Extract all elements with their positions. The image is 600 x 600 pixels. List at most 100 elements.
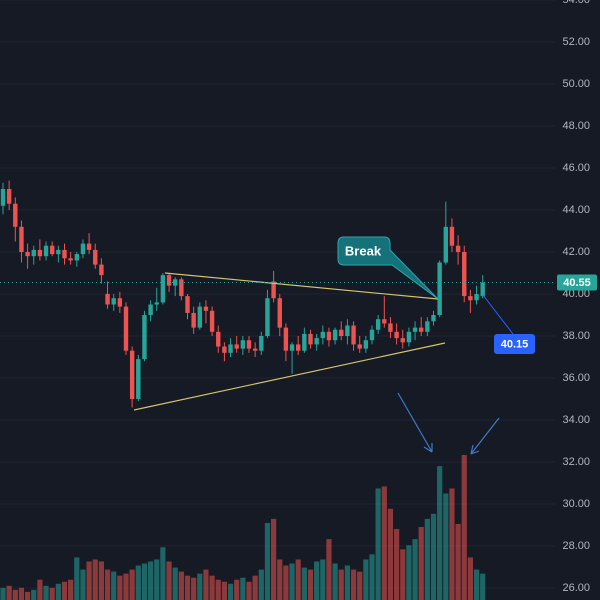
volume-bar (344, 565, 350, 600)
volume-bar (449, 488, 455, 600)
volume-bar (92, 559, 98, 600)
candle-body (412, 327, 418, 332)
candle-body (209, 310, 215, 332)
volume-bar (283, 565, 289, 600)
target-box (494, 334, 535, 354)
volume-bar (172, 567, 178, 600)
y-tick-label: 36.00 (562, 372, 590, 384)
candle-body (277, 298, 282, 328)
volume-bar (467, 557, 473, 600)
arrow (470, 417, 500, 455)
candle-body (351, 325, 356, 345)
volume-bar (234, 579, 240, 600)
volume-bar (166, 561, 172, 600)
volume-bar (191, 577, 197, 600)
candle-body (93, 249, 98, 265)
volume-bar (184, 575, 191, 600)
candle-body (216, 331, 221, 347)
y-tick-label: 44.00 (562, 204, 590, 216)
candle-body (289, 344, 295, 351)
y-tick-label: 40.00 (562, 288, 590, 300)
volume-bar (338, 569, 344, 600)
volume-bar (412, 539, 418, 600)
candle-body (203, 306, 209, 311)
volume-bar (240, 577, 246, 600)
candle-body (228, 344, 233, 353)
y-tick-label: 54.00 (562, 0, 590, 6)
candle-body (320, 331, 325, 339)
volume-bar (461, 455, 467, 600)
arrow (397, 392, 433, 453)
candle-body (160, 275, 166, 303)
candle-body (332, 329, 338, 341)
candle-body (246, 340, 252, 349)
volume-bar (369, 554, 375, 600)
candle-body (474, 294, 479, 301)
volume-bar (203, 569, 209, 600)
volume-bar (37, 579, 43, 600)
volume-bar (49, 587, 55, 600)
candle-body (56, 249, 61, 255)
candle-body (345, 325, 350, 337)
volume-bar (430, 513, 437, 600)
volume-bar (271, 518, 277, 600)
y-tick-label: 52.00 (562, 36, 590, 48)
volume-bar (178, 571, 184, 600)
volume-bar (148, 561, 154, 600)
candle-body (25, 252, 30, 257)
y-tick-label: 46.00 (562, 162, 590, 174)
candle-body (252, 348, 258, 351)
candle-body (31, 249, 36, 257)
candle-body (129, 350, 135, 400)
y-tick-label: 48.00 (562, 120, 590, 132)
volume-bar (86, 561, 92, 600)
candle-body (369, 329, 375, 341)
volume-bar (111, 571, 117, 600)
candle-body (136, 359, 141, 400)
candle-body (431, 315, 436, 322)
volume-bar (25, 591, 31, 600)
volume-bar (209, 575, 215, 600)
volume-bar (295, 559, 301, 600)
volume-bar (31, 589, 37, 600)
volume-bar (160, 547, 166, 600)
volume-bar (424, 518, 430, 600)
candle-body (123, 306, 129, 351)
volume-bar (375, 488, 381, 600)
candle-body (234, 344, 239, 349)
volume-bar (394, 529, 400, 600)
candle-body (388, 323, 393, 332)
volume-bar (406, 545, 412, 600)
candle-body (6, 189, 12, 204)
volume-bar (455, 523, 461, 600)
y-tick-label: 38.00 (562, 330, 590, 342)
candle-body (302, 333, 307, 351)
pointer-line (482, 294, 514, 335)
candle-body (0, 189, 6, 206)
volume-bar (43, 585, 49, 600)
volume-bar (320, 559, 326, 600)
candle-body (265, 298, 270, 337)
volume-bar (437, 466, 443, 600)
volume-bar (227, 583, 234, 600)
candle-body (154, 302, 159, 305)
volume-bar (264, 522, 271, 600)
callout: Break (337, 236, 439, 300)
volume-bar (68, 579, 74, 600)
volume-bar (252, 575, 258, 600)
last-price-box (557, 274, 597, 291)
candle-body (111, 298, 116, 305)
candle-body (43, 245, 49, 257)
candle-body (68, 258, 73, 261)
y-tick-label: 26.00 (562, 582, 590, 594)
candle-body (375, 319, 381, 330)
volume-bar (98, 561, 104, 600)
candle-body (179, 279, 184, 297)
volume-bar (387, 508, 394, 600)
volume-bar (0, 587, 6, 600)
last-price-label: 40.55 (563, 277, 591, 289)
volume-bar (301, 567, 307, 600)
volume-bar (314, 561, 320, 600)
volume-bar (307, 569, 314, 600)
